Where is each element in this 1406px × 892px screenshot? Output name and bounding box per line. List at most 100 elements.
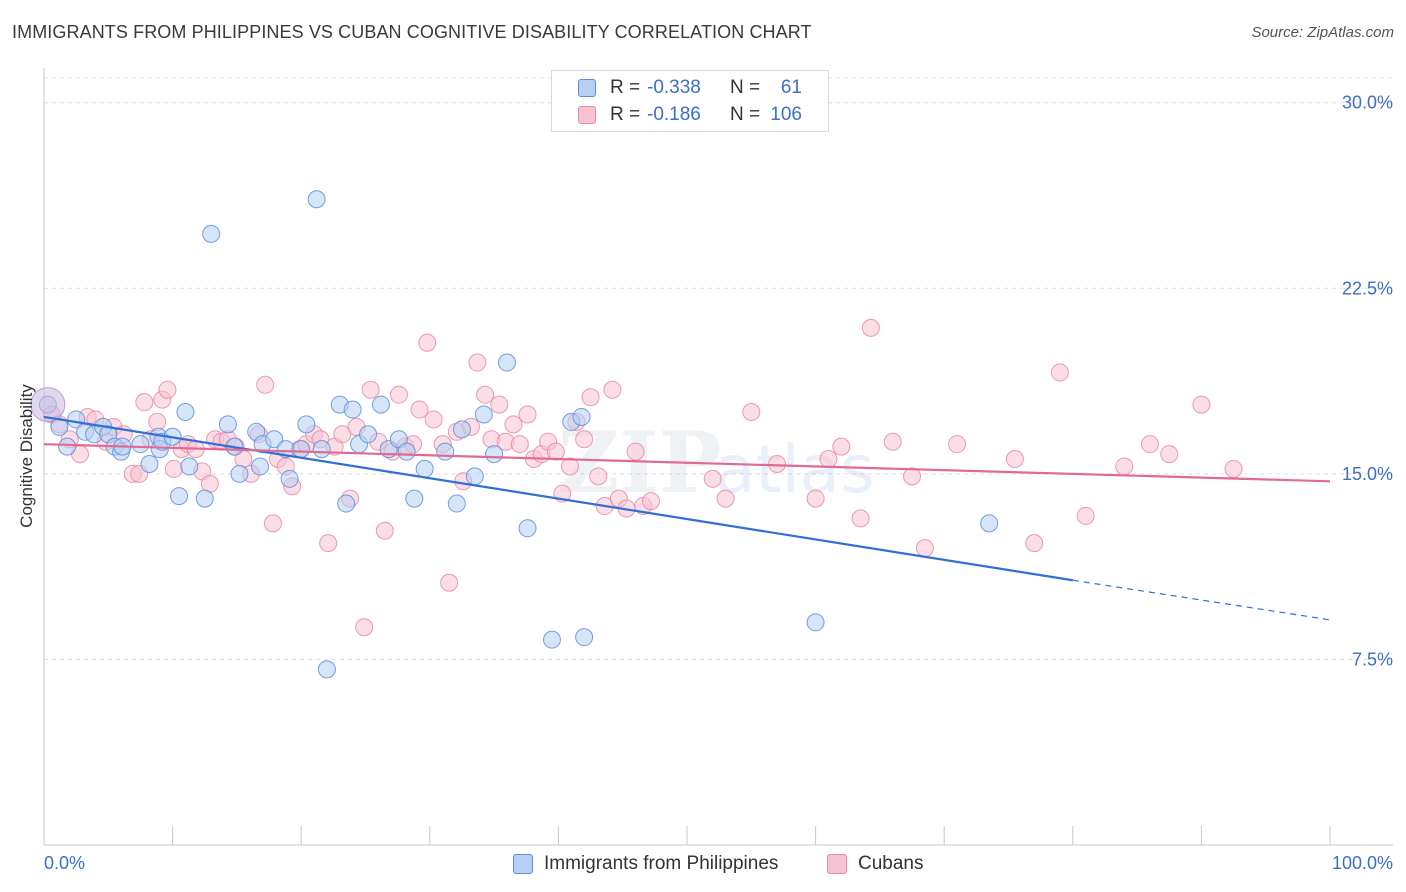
stats-n-value: 106 [770,104,802,125]
point-philippines [452,420,471,439]
stats-r-label: R = [610,104,641,125]
y-tick-label: 30.0% [1342,93,1393,113]
point-cubans [389,385,408,404]
point-cubans [375,521,394,540]
point-philippines [447,494,466,513]
point-cubans [256,375,275,394]
trendline-cubans [43,443,1331,483]
gridlines [44,77,1393,660]
y-tick-label: 22.5% [1342,278,1393,298]
point-philippines [343,400,362,419]
point-philippines [397,442,416,461]
stats-row-philippines: R = -0.338 N = 61 [552,74,828,100]
chart-source: Source: ZipAtlas.com [1251,24,1394,41]
point-cubans [1025,534,1044,553]
point-cubans [851,509,870,528]
point-cubans [418,333,437,352]
stats-swatch-cubans [578,106,596,124]
point-cubans [819,450,838,469]
point-cubans [861,318,880,337]
point-cubans [742,403,761,422]
point-cubans [703,469,722,488]
legend-swatch-philippines [513,854,533,874]
point-cubans [319,534,338,553]
point-cubans [504,415,523,434]
point-cubans [263,514,282,533]
point-cubans [476,385,495,404]
axes [43,68,1393,846]
point-cubans [806,489,825,508]
point-cubans [1160,445,1179,464]
point-philippines [265,430,284,449]
point-cubans [333,425,352,444]
y-tick-labels: 7.5% 15.0% 22.5% 30.0% [1342,93,1393,670]
point-philippines [405,489,424,508]
point-cubans [424,410,443,429]
point-cubans [560,457,579,476]
point-philippines [542,630,561,649]
stats-r-label: R = [610,77,641,98]
point-cubans [1115,457,1134,476]
series-philippines-points [30,190,999,679]
trendline-philippines [43,415,1073,582]
point-philippines [806,613,825,632]
point-cubans [641,492,660,511]
point-cubans [355,618,374,637]
point-cubans [716,489,735,508]
point-cubans [1050,363,1069,382]
point-cubans [546,442,565,461]
point-cubans [603,380,622,399]
point-cubans [361,380,380,399]
legend: Immigrants from Philippines Cubans [0,852,1406,878]
point-cubans [903,467,922,486]
y-tick-label: 15.0% [1342,464,1393,484]
stats-legend-box: R = -0.338 N = 61 R = -0.186 N = 106 [551,70,829,132]
stats-r-value: -0.338 [647,77,701,98]
point-cubans [575,430,594,449]
point-cubans [832,437,851,456]
point-philippines [180,457,199,476]
chart-title: IMMIGRANTS FROM PHILIPPINES VS CUBAN COG… [12,22,812,42]
point-cubans [1140,435,1159,454]
watermark-atlas: atlas [715,431,875,508]
point-cubans [410,400,429,419]
point-cubans [440,573,459,592]
point-cubans [948,435,967,454]
point-philippines [202,224,221,243]
point-cubans [164,459,183,478]
point-philippines [359,425,378,444]
point-cubans [135,393,154,412]
point-philippines [980,514,999,533]
point-philippines [518,519,537,538]
point-philippines [572,407,591,426]
stats-swatch-philippines [578,79,596,97]
point-cubans [1005,450,1024,469]
point-philippines [58,437,77,456]
point-philippines [317,660,336,679]
point-philippines [575,628,594,647]
legend-label-philippines: Immigrants from Philippines [544,853,779,874]
point-philippines [465,467,484,486]
point-philippines [140,454,159,473]
point-cubans [158,380,177,399]
point-philippines [218,415,237,434]
point-cubans [490,395,509,414]
point-cubans [1224,459,1243,478]
point-cluster-large [30,387,66,423]
stats-r-value: -0.186 [647,104,701,125]
point-cubans [1192,395,1211,414]
point-philippines [297,415,316,434]
stats-n-label: N = [730,104,761,125]
point-philippines [485,445,504,464]
legend-label-cubans: Cubans [858,853,924,874]
point-philippines [131,435,150,454]
point-philippines [280,469,299,488]
trendlines [43,415,1331,621]
point-philippines [195,489,214,508]
point-philippines [251,457,270,476]
stats-n-label: N = [730,77,761,98]
point-philippines [307,190,326,209]
point-cubans [883,432,902,451]
point-philippines [312,440,331,459]
